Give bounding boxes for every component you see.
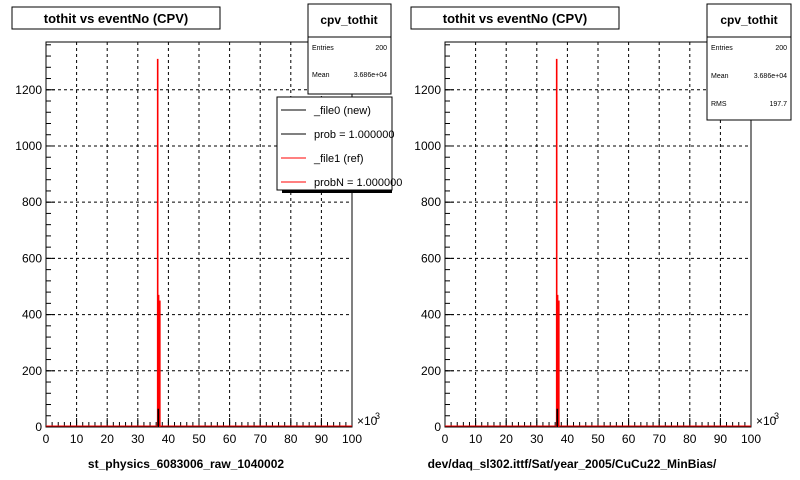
right-entries-value: 200: [775, 45, 787, 52]
right-x-tick-label: 70: [653, 432, 667, 446]
right-title: tothit vs eventNo (CPV): [443, 11, 587, 26]
left-entries-value: 200: [375, 45, 387, 52]
left-y-tick-label: 0: [35, 420, 42, 434]
right-x-multiplier: ×10: [756, 414, 777, 428]
left-y-tick-label: 800: [22, 195, 42, 209]
legend-entry-label: prob = 1.000000: [314, 129, 394, 141]
legend-entry-label: probN = 1.000000: [314, 177, 402, 189]
right-x-tick-label: 40: [561, 432, 575, 446]
right-x-multiplier-exp: 3: [774, 411, 779, 421]
left-x-tick-label: 10: [70, 432, 84, 446]
left-mean-label: Mean: [312, 72, 330, 79]
left-legend: _file0 (new) prob = 1.000000 _file1 (ref) p…: [281, 105, 402, 189]
left-mean-value: 3.686e+04: [354, 72, 387, 79]
left-entries-label: Entries: [312, 45, 334, 52]
right-x-tick-label: 100: [741, 432, 761, 446]
right-y-tick-label: 0: [434, 420, 441, 434]
right-x-tick-label: 30: [530, 432, 544, 446]
right-title-box: [410, 6, 620, 30]
right-y-tick-label: 800: [421, 195, 441, 209]
left-x-multiplier: ×10: [357, 414, 378, 428]
right-mean-value: 3.686e+04: [754, 73, 787, 80]
right-pad: tothit vs eventNo (CPV) 0 10 20 30 40 50 60 70 8…: [410, 3, 792, 471]
left-y-tick-label: 1000: [15, 139, 42, 153]
left-x-tick-label: 40: [162, 432, 176, 446]
right-y-tick-label: 1200: [414, 83, 441, 97]
left-title-box: [11, 6, 221, 30]
left-x-tick-label: 0: [43, 432, 50, 446]
right-stats-box: [706, 3, 792, 121]
left-x-axis-label: st_physics_6083006_raw_1040002: [88, 457, 284, 471]
left-x-tick-label: 20: [101, 432, 115, 446]
right-y-tick-label: 400: [421, 308, 441, 322]
right-y-tick-label: 1000: [414, 139, 441, 153]
left-x-tick-label: 90: [315, 432, 329, 446]
left-title: tothit vs eventNo (CPV): [44, 11, 188, 26]
left-y-tick-label: 600: [22, 251, 42, 265]
right-x-tick-label: 10: [469, 432, 483, 446]
left-x-tick-label: 60: [223, 432, 237, 446]
left-x-tick-label: 70: [254, 432, 268, 446]
left-x-tick-label: 100: [342, 432, 362, 446]
left-legend-box: [276, 96, 393, 191]
right-x-tick-label: 80: [683, 432, 697, 446]
right-x-tick-label: 0: [442, 432, 449, 446]
left-x-multiplier-exp: 3: [375, 411, 380, 421]
left-x-tick-label: 80: [284, 432, 298, 446]
left-y-tick-label: 400: [22, 308, 42, 322]
legend-entry-label: _file0 (new): [313, 105, 371, 117]
right-rms-label: RMS: [711, 101, 727, 108]
left-stats-box: [307, 3, 392, 95]
right-y-tick-label: 200: [421, 364, 441, 378]
right-rms-value: 197.7: [769, 101, 787, 108]
left-x-tick-label: 30: [131, 432, 145, 446]
left-pad: tothit vs eventNo (CPV) 0 10 20 30 40 50 60 70 8…: [11, 3, 402, 471]
right-entries-label: Entries: [711, 45, 733, 52]
left-y-tick-label: 200: [22, 364, 42, 378]
right-plot-area: 0 10 20 30 40 50 60 70 80 90 100020040060080010001…: [414, 41, 779, 446]
right-y-tick-label: 600: [421, 251, 441, 265]
legend-entry-label: _file1 (ref): [313, 153, 364, 165]
right-stats-name: cpv_tothit: [720, 13, 777, 27]
right-x-tick-label: 60: [622, 432, 636, 446]
right-x-tick-label: 20: [500, 432, 514, 446]
right-x-tick-label: 90: [714, 432, 728, 446]
left-x-tick-label: 50: [192, 432, 206, 446]
right-mean-label: Mean: [711, 73, 729, 80]
left-stats-name: cpv_tothit: [320, 13, 377, 27]
right-x-tick-label: 50: [591, 432, 605, 446]
left-y-tick-label: 1200: [15, 83, 42, 97]
right-x-axis-label: dev/daq_sl302.ittf/Sat/year_2005/CuCu22_…: [428, 457, 717, 471]
